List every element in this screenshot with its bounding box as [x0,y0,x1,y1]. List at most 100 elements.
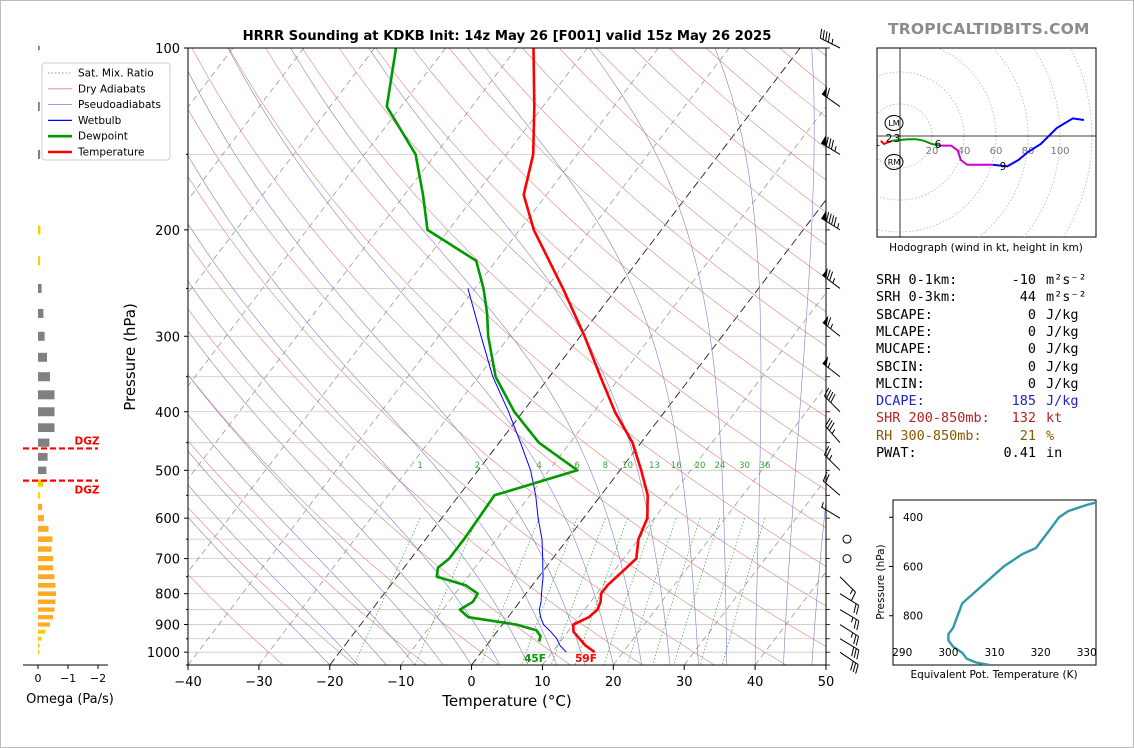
dry-adiabat-line [485,48,826,347]
dry-adiabat-line [188,506,356,665]
mixing-ratio-line [673,518,721,665]
index-value: -10 [1011,272,1036,288]
mixing-ratio-label: 13 [649,461,660,471]
barb-half-flag [834,146,837,152]
pressure-tick-label: 500 [155,464,180,479]
barb-pennant [821,210,827,221]
isotherm-line [188,48,517,480]
dry-adiabat-line [188,440,428,665]
omega-bar [38,555,53,562]
storm-motion-label: LM [888,119,899,128]
omega-panel: 0 −1 −2 Omega (Pa/s) DGZ DGZ [23,45,114,707]
dry-adiabat-line [188,374,499,665]
omega-bar [38,491,40,499]
barb-flag [851,646,855,657]
wind-barb [822,315,841,337]
hodograph-trace [891,138,941,147]
temperature-tick-label: 30 [676,675,693,690]
dry-adiabat-line [448,48,826,382]
omega-bar [38,525,49,532]
pseudoadiabat-line [188,450,387,665]
pseudoadiabat-line [188,70,586,665]
hodograph-ring-label: 40 [958,146,971,157]
wetbulb-profile [467,288,567,653]
dry-adiabat-line [522,48,826,313]
index-label: SRH 0-3km: [876,289,958,306]
temperature-tick-label: 50 [818,675,835,690]
skewt-plot-area: 1 2 4 6 8 10 13 16 20 24 30 36 [188,48,826,665]
temperature-tick-label: 10 [534,675,551,690]
theta-e-x-tick-label: 310 [984,647,1004,659]
omega-bar [38,607,55,612]
theta-e-x-tick-label: 330 [1077,647,1097,659]
wind-barb [839,651,859,674]
barb-flag [850,661,854,671]
barb-flag [829,271,834,281]
barb-flag [826,448,832,458]
isotherm-line [683,478,826,665]
pseudoadiabat-line [188,154,557,665]
isotherm-line [188,48,446,387]
barb-flag [826,269,831,279]
x-axis-label: Temperature (°C) [441,692,571,710]
temperature-tick-label: −30 [245,675,272,690]
omega-tick-label: −2 [90,672,106,685]
omega-bar [38,650,40,655]
index-unit: % [1046,427,1055,444]
omega-bar [38,407,55,417]
omega-bar [38,643,40,648]
mixing-ratio-line [603,518,655,665]
omega-bar [38,629,46,634]
index-label: SBCAPE: [876,306,933,323]
barb-staff [839,638,860,651]
index-label: MLCAPE: [876,323,933,340]
y-axis-label: Pressure (hPa) [121,303,139,411]
pseudoadiabat-line [783,48,815,665]
barb-flag [828,213,832,224]
skewt-axes-frame [187,47,827,666]
barb-pennant [821,86,828,97]
pseudoadiabat-line [188,280,501,665]
pressure-tick-label: 1000 [147,646,180,661]
index-unit: J/kg [1046,375,1079,392]
index-unit: in [1046,445,1063,461]
barb-half-flag [850,632,854,638]
wind-barb [839,638,860,660]
isotherm-line [471,199,826,665]
dry-adiabat-line [228,48,826,607]
barb-staff [821,217,841,231]
dry-adiabat-line [191,48,826,647]
barb-staff [824,454,841,471]
mixing-ratio-line [699,518,745,665]
index-value: 0 [1027,375,1036,392]
omega-bar [38,149,41,159]
barb-half-flag [831,38,834,45]
omega-bar [38,546,52,552]
hodograph-height-label: 1 [874,137,881,149]
barb-staff [822,480,841,496]
omega-tick-label: 0 [35,672,42,685]
theta-e-x-tick-label: 300 [938,647,958,659]
isotherm-line [188,48,588,573]
index-value: 0 [1027,323,1036,340]
barb-flag [853,619,857,629]
legend-entry: Sat. Mix. Ratio [78,68,154,80]
wind-barb [821,210,841,231]
barb-staff [820,506,841,519]
omega-bar [38,438,50,447]
theta-e-x-axis-label: Equivalent Pot. Temperature (K) [910,669,1077,681]
mixing-ratio-label: 10 [622,461,633,471]
omega-bar [38,423,55,433]
theta-e-y-tick-label: 800 [903,611,923,623]
index-label: DCAPE: [876,393,925,410]
theta-e-y-tick-label: 600 [903,561,923,573]
isotherm-line [188,48,659,665]
index-value: 0 [1027,306,1036,323]
pseudoadiabat-line [227,48,614,665]
theta-e-y-axis-label: Pressure (hPa) [875,544,887,619]
barb-flag [855,636,860,646]
pseudoadiabat-line [467,48,699,665]
pressure-tick-label: 400 [155,406,180,421]
omega-bar [38,622,50,627]
